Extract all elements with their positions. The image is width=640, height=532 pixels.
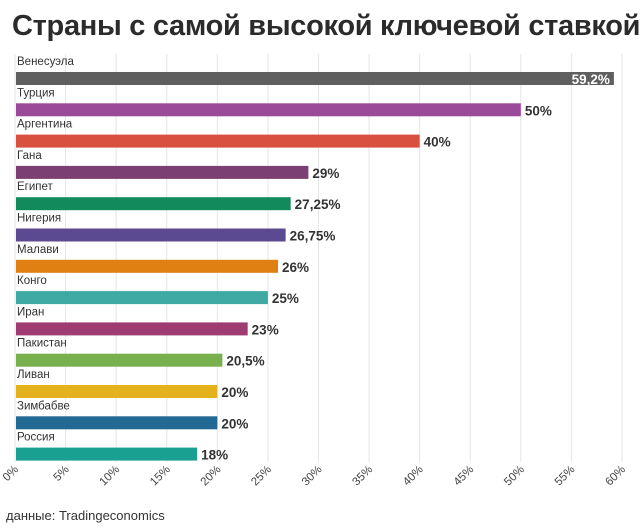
bar — [16, 385, 218, 398]
category-label: Турция — [17, 87, 55, 99]
x-tick-label: 50% — [502, 464, 527, 489]
x-tick-label: 5% — [51, 464, 71, 484]
bar-row: Аргентина 40% — [16, 119, 451, 150]
x-tick-label: 15% — [148, 464, 173, 489]
category-label: Ливан — [17, 369, 50, 381]
bar — [16, 353, 223, 367]
value-label: 25% — [272, 291, 299, 306]
value-label: 29% — [312, 166, 339, 181]
value-label: 40% — [424, 135, 451, 150]
x-tick-label: 55% — [553, 464, 578, 489]
bar — [16, 134, 420, 148]
bar-row: Гана 29% — [16, 150, 339, 181]
bar — [16, 291, 268, 305]
bar-row: Венесуэла 59,2% — [16, 56, 614, 87]
bar — [16, 197, 291, 211]
value-label: 23% — [252, 322, 279, 337]
value-label: 50% — [525, 103, 552, 118]
bar-row: Конго 25% — [16, 275, 299, 306]
bar-row: Ливан 20% — [16, 369, 248, 400]
category-label: Аргентина — [17, 119, 73, 131]
value-label: 18% — [201, 448, 228, 463]
value-label: 26,75% — [290, 229, 336, 244]
category-label: Малави — [17, 244, 59, 256]
value-label: 20,5% — [226, 354, 264, 369]
x-tick-label: 35% — [350, 464, 375, 489]
x-tick-label: 25% — [249, 464, 274, 489]
category-label: Гана — [17, 150, 42, 162]
bar-row: Малави 26% — [16, 244, 309, 275]
x-tick-label: 60% — [603, 464, 628, 489]
bar-row: Зимбабве 20% — [16, 400, 248, 431]
bar — [16, 103, 521, 117]
category-label: Иран — [17, 306, 44, 318]
bar — [16, 416, 218, 430]
bar — [16, 322, 248, 336]
bars: Венесуэла 59,2% Турция 50% Аргентина 40% Гана 2… — [16, 56, 614, 463]
value-label: 26% — [282, 260, 309, 275]
category-label: Венесуэла — [17, 56, 75, 68]
category-label: Пакистан — [17, 338, 67, 350]
x-axis: 0% 5% 10% 15% 20% 25% 30% 35% 40% 45% 50% 55% 60% — [1, 464, 628, 489]
x-tick-label: 10% — [98, 464, 123, 489]
value-label: 59,2% — [572, 72, 610, 87]
x-tick-label: 30% — [300, 464, 325, 489]
x-tick-label: 0% — [1, 464, 21, 484]
value-label: 20% — [221, 385, 248, 400]
bar-row: Турция 50% — [16, 87, 552, 118]
bar-row: Египет 27,25% — [16, 181, 340, 212]
bar — [16, 447, 198, 461]
x-tick-label: 45% — [452, 464, 477, 489]
bar — [16, 228, 286, 242]
value-label: 20% — [221, 416, 248, 431]
bar-row: Пакистан 20,5% — [16, 338, 265, 369]
x-tick-label: 40% — [401, 464, 426, 489]
bar-row: Россия 18% — [16, 432, 228, 463]
bar-row: Нигерия 26,75% — [16, 213, 335, 244]
bar — [16, 259, 279, 273]
category-label: Россия — [17, 432, 55, 444]
x-tick-label: 20% — [199, 464, 224, 489]
value-label: 27,25% — [295, 197, 341, 212]
bar-row: Иран 23% — [16, 306, 279, 337]
source-note: данные: Tradingeconomics — [6, 508, 165, 523]
category-label: Конго — [17, 275, 47, 287]
grid-lines — [14, 54, 623, 462]
chart-title: Страны с самой высокой ключевой ставкой — [12, 10, 640, 42]
category-label: Зимбабве — [17, 400, 70, 412]
bar — [16, 165, 309, 179]
category-label: Нигерия — [17, 213, 61, 225]
category-label: Египет — [17, 181, 54, 193]
bar — [16, 72, 614, 85]
